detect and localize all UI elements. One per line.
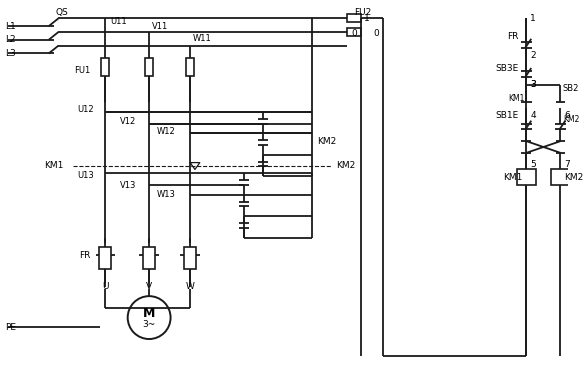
Bar [145, 58, 153, 76]
Text: 3~: 3~ [142, 320, 156, 329]
Text: M: M [143, 307, 155, 320]
Text: SB3E: SB3E [496, 63, 518, 73]
Text: SB1E: SB1E [496, 111, 518, 120]
Text: 0: 0 [351, 29, 357, 39]
Text: FR: FR [79, 251, 90, 260]
Text: KM1: KM1 [44, 161, 64, 170]
Text: KM2: KM2 [317, 137, 336, 146]
Text: V12: V12 [120, 117, 136, 126]
Text: SB2: SB2 [563, 84, 579, 93]
Bar [100, 247, 111, 269]
Text: FU1: FU1 [75, 66, 90, 75]
Text: V11: V11 [152, 22, 168, 31]
Text: L2: L2 [5, 35, 16, 44]
Text: 6: 6 [564, 111, 570, 120]
Bar [347, 14, 361, 22]
Text: 5: 5 [531, 160, 536, 169]
Bar [143, 247, 155, 269]
Text: W13: W13 [157, 190, 175, 199]
Circle shape [128, 296, 171, 339]
Text: FU2: FU2 [354, 8, 371, 17]
Bar [347, 28, 361, 36]
Text: KM2: KM2 [336, 161, 356, 170]
Text: 0: 0 [374, 29, 379, 39]
Text: 2: 2 [531, 51, 536, 60]
Text: 7: 7 [564, 160, 570, 169]
Text: 1: 1 [364, 14, 370, 23]
Text: V13: V13 [120, 181, 136, 190]
Text: KM1: KM1 [508, 94, 525, 103]
Text: W: W [185, 282, 195, 291]
Text: L1: L1 [5, 22, 16, 31]
Text: U12: U12 [77, 105, 94, 115]
Text: KM1: KM1 [503, 173, 522, 182]
Bar [551, 170, 570, 185]
Bar [186, 58, 194, 76]
Text: W12: W12 [157, 127, 175, 136]
Text: V: V [146, 282, 152, 291]
Text: QS: QS [55, 8, 68, 17]
Text: FR: FR [507, 32, 518, 41]
Text: 1: 1 [531, 14, 536, 23]
Text: U11: U11 [110, 17, 127, 26]
Text: KM2: KM2 [563, 115, 580, 124]
Text: KM2: KM2 [564, 173, 583, 182]
Text: 3: 3 [531, 80, 536, 89]
Bar [101, 58, 109, 76]
Text: L3: L3 [5, 49, 16, 58]
Text: 4: 4 [531, 111, 536, 120]
Text: 3: 3 [531, 80, 536, 89]
Text: W11: W11 [193, 34, 212, 43]
Bar [184, 247, 196, 269]
Text: U: U [102, 282, 108, 291]
Text: PE: PE [5, 323, 16, 332]
Text: U13: U13 [77, 171, 94, 180]
Bar [517, 170, 536, 185]
